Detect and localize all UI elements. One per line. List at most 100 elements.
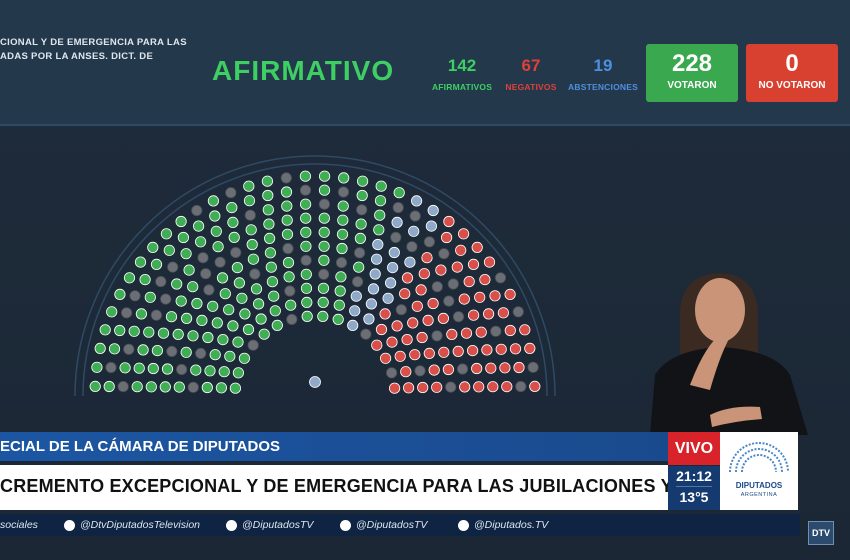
seat-negativo [379,352,392,364]
seat-afirmativo [283,271,295,283]
live-badge: VIVO [668,432,720,465]
seat-afirmativo [223,304,235,316]
seat-afirmativo [147,241,159,254]
seat-afirmativo [139,274,151,286]
seat-negativo [475,326,487,338]
seat-afirmativo [375,180,387,192]
seat-negativo [388,382,401,394]
seat-ausente [356,204,368,216]
seat-ausente [390,231,402,244]
seat-afirmativo [231,262,243,274]
seat-negativo [489,290,501,302]
seat-negativo [467,309,480,321]
seat-afirmativo [183,264,195,276]
seat-ausente [284,285,296,297]
seat-negativo [442,363,454,376]
seat-negativo [482,308,495,320]
seat-afirmativo [217,334,229,346]
seat-negativo [529,380,541,392]
seat-afirmativo [160,228,173,240]
seat-negativo [386,336,398,348]
seat-abstencion [408,225,420,237]
seat-ausente [318,268,330,280]
seat-negativo [428,364,440,376]
seat-ausente [120,307,133,319]
seat-afirmativo [285,299,297,311]
seat-afirmativo [373,224,385,236]
vote-results-bar: CIONAL Y DE EMERGENCIA PARA LAS ADAS POR… [0,0,850,126]
seat-negativo [451,261,463,273]
session-strip: ECIAL DE LA CÁMARA DE DIPUTADOS [0,432,690,461]
seat-negativo [371,339,383,351]
social-label: sociales [0,519,38,531]
seat-afirmativo [317,310,329,322]
seat-abstencion [349,305,361,317]
seat-afirmativo [114,288,126,300]
seat-negativo [409,349,421,361]
seat-ausente [431,330,443,342]
seat-afirmativo [318,254,330,266]
seat-ausente [195,347,207,359]
seat-ausente [167,261,179,273]
seat-afirmativo [374,195,387,207]
seat-afirmativo [318,184,331,196]
seat-afirmativo [212,241,224,253]
seat-presidency [309,376,321,388]
seat-ausente [105,361,117,374]
seat-afirmativo [262,189,274,202]
clock-time: 21:12 [676,468,712,484]
seat-afirmativo [271,319,283,331]
seat-ausente [385,367,398,379]
seat-afirmativo [159,381,171,393]
afirmativos-count: 142 [447,56,477,75]
seat-abstencion [384,277,397,289]
seat-negativo [504,288,516,300]
seat-afirmativo [336,228,349,240]
seat-afirmativo [193,220,205,232]
seat-ausente [494,272,507,284]
instagram-icon [340,520,351,531]
seat-afirmativo [263,218,275,230]
seat-negativo [481,344,493,356]
seat-negativo [474,291,486,303]
seat-negativo [513,361,525,374]
seat-afirmativo [258,328,270,340]
seat-negativo [431,381,443,393]
seat-afirmativo [134,256,147,268]
seat-negativo [501,381,513,393]
seat-afirmativo [211,317,223,329]
seat-abstencion [367,283,380,295]
seat-afirmativo [91,361,103,373]
seat-abstencion [369,268,381,280]
seat-afirmativo [332,313,344,325]
seat-afirmativo [209,349,221,361]
hemicycle-logo-icon [729,442,789,473]
seat-afirmativo [191,297,203,310]
seat-abstencion [404,256,416,268]
seat-ausente [443,295,455,307]
seat-afirmativo [180,346,192,358]
seat-abstencion [410,195,423,207]
seat-abstencion [391,216,403,229]
seat-negativo [422,314,434,326]
seat-negativo [399,288,411,300]
seat-ausente [155,276,167,288]
seat-ausente [300,254,312,266]
seat-ausente [431,281,443,293]
seat-afirmativo [215,382,227,394]
no-votaron-label: NO VOTARON [758,80,826,91]
seat-afirmativo [175,215,187,228]
seat-negativo [437,312,449,324]
bill-title-line1: CIONAL Y DE EMERGENCIA PARA LAS [0,37,187,48]
seat-afirmativo [255,313,267,325]
seat-afirmativo [300,212,312,224]
seat-ausente [247,339,259,351]
seat-afirmativo [163,244,175,256]
votaron-count: 228 [671,50,713,77]
seat-afirmativo [246,238,258,251]
seat-afirmativo [201,381,213,394]
seat-abstencion [388,246,400,259]
seat-ausente [200,268,212,280]
seat-abstencion [350,290,362,302]
